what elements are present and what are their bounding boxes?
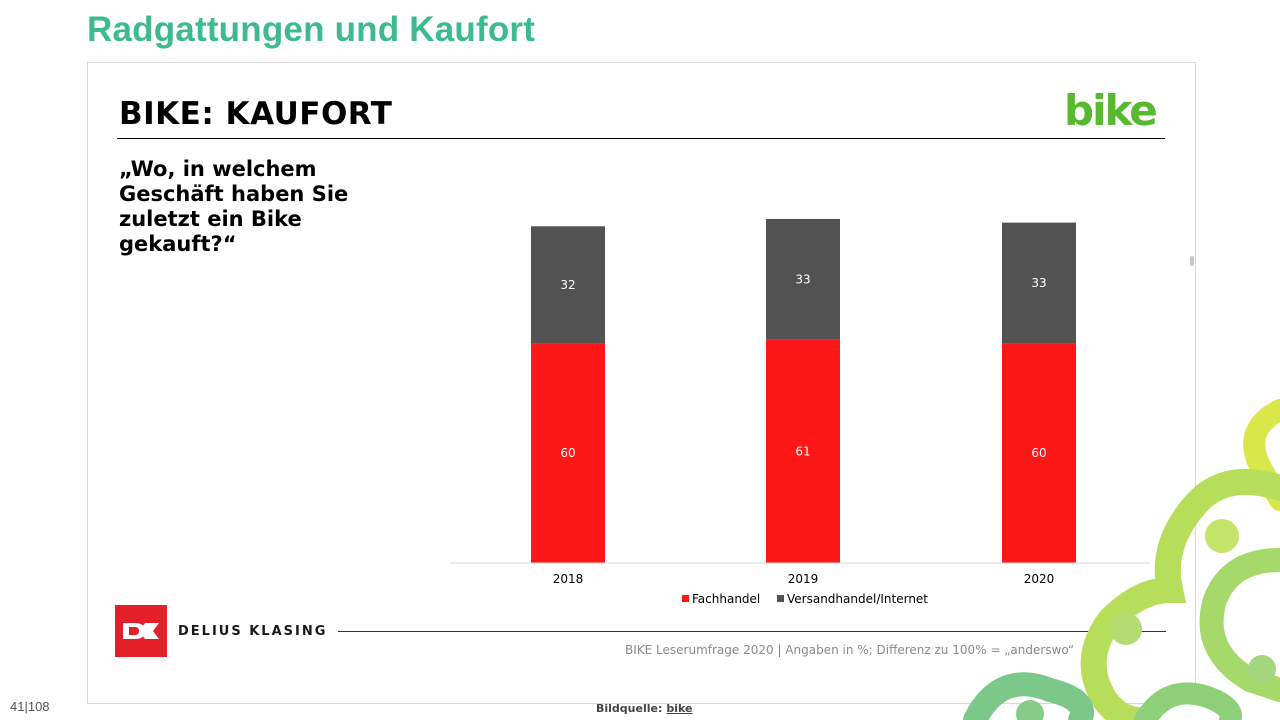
brand-name: DELIUS KLASING [178,624,328,639]
data-label: 33 [1031,276,1046,290]
survey-question: „Wo, in welchem Geschäft haben Sie zulet… [119,157,349,256]
bar-versandhandel-internet-2018 [531,226,605,344]
data-label: 32 [560,278,575,292]
page-number: 41|108 [10,699,50,714]
dk-monogram-icon [123,623,159,639]
legend-swatch [682,595,689,602]
image-source-link[interactable]: bike [666,702,693,715]
bar-fachhandel-2019 [766,339,840,563]
delius-klasing-logo [115,605,167,657]
source-note: BIKE Leserumfrage 2020 | Angaben in %; D… [625,643,1075,657]
x-tick-labels: 2018 2019 2020 [553,572,1055,586]
image-source-label: Bildquelle: [596,702,663,715]
bike-logo: bike [1064,86,1158,135]
bar-fachhandel-2018 [531,343,605,563]
data-label: 61 [795,444,810,458]
scroll-indicator [1190,256,1194,266]
bar-versandhandel-internet-2020 [1002,222,1076,344]
chart-legend: Fachhandel Versandhandel/Internet [682,592,928,606]
data-label: 60 [1031,446,1046,460]
bars-group: 60 32 61 33 60 33 [531,218,1076,563]
title-divider [117,138,1165,139]
bar-fachhandel-2020 [1002,343,1076,563]
bar-versandhandel-internet-2019 [766,218,840,340]
x-tick-label: 2018 [553,572,584,586]
image-source: Bildquelle: bike [596,702,693,715]
footer-divider [338,631,1166,632]
x-tick-label: 2019 [788,572,819,586]
chart-title: BIKE: KAUFORT [119,96,393,132]
data-label: 60 [560,446,575,460]
legend-swatch [777,595,784,602]
slide-title: Radgattungen und Kaufort [87,10,536,49]
data-label: 33 [795,272,810,286]
x-tick-label: 2020 [1024,572,1055,586]
legend-label: Versandhandel/Internet [787,592,928,606]
legend-label: Fachhandel [692,592,760,606]
